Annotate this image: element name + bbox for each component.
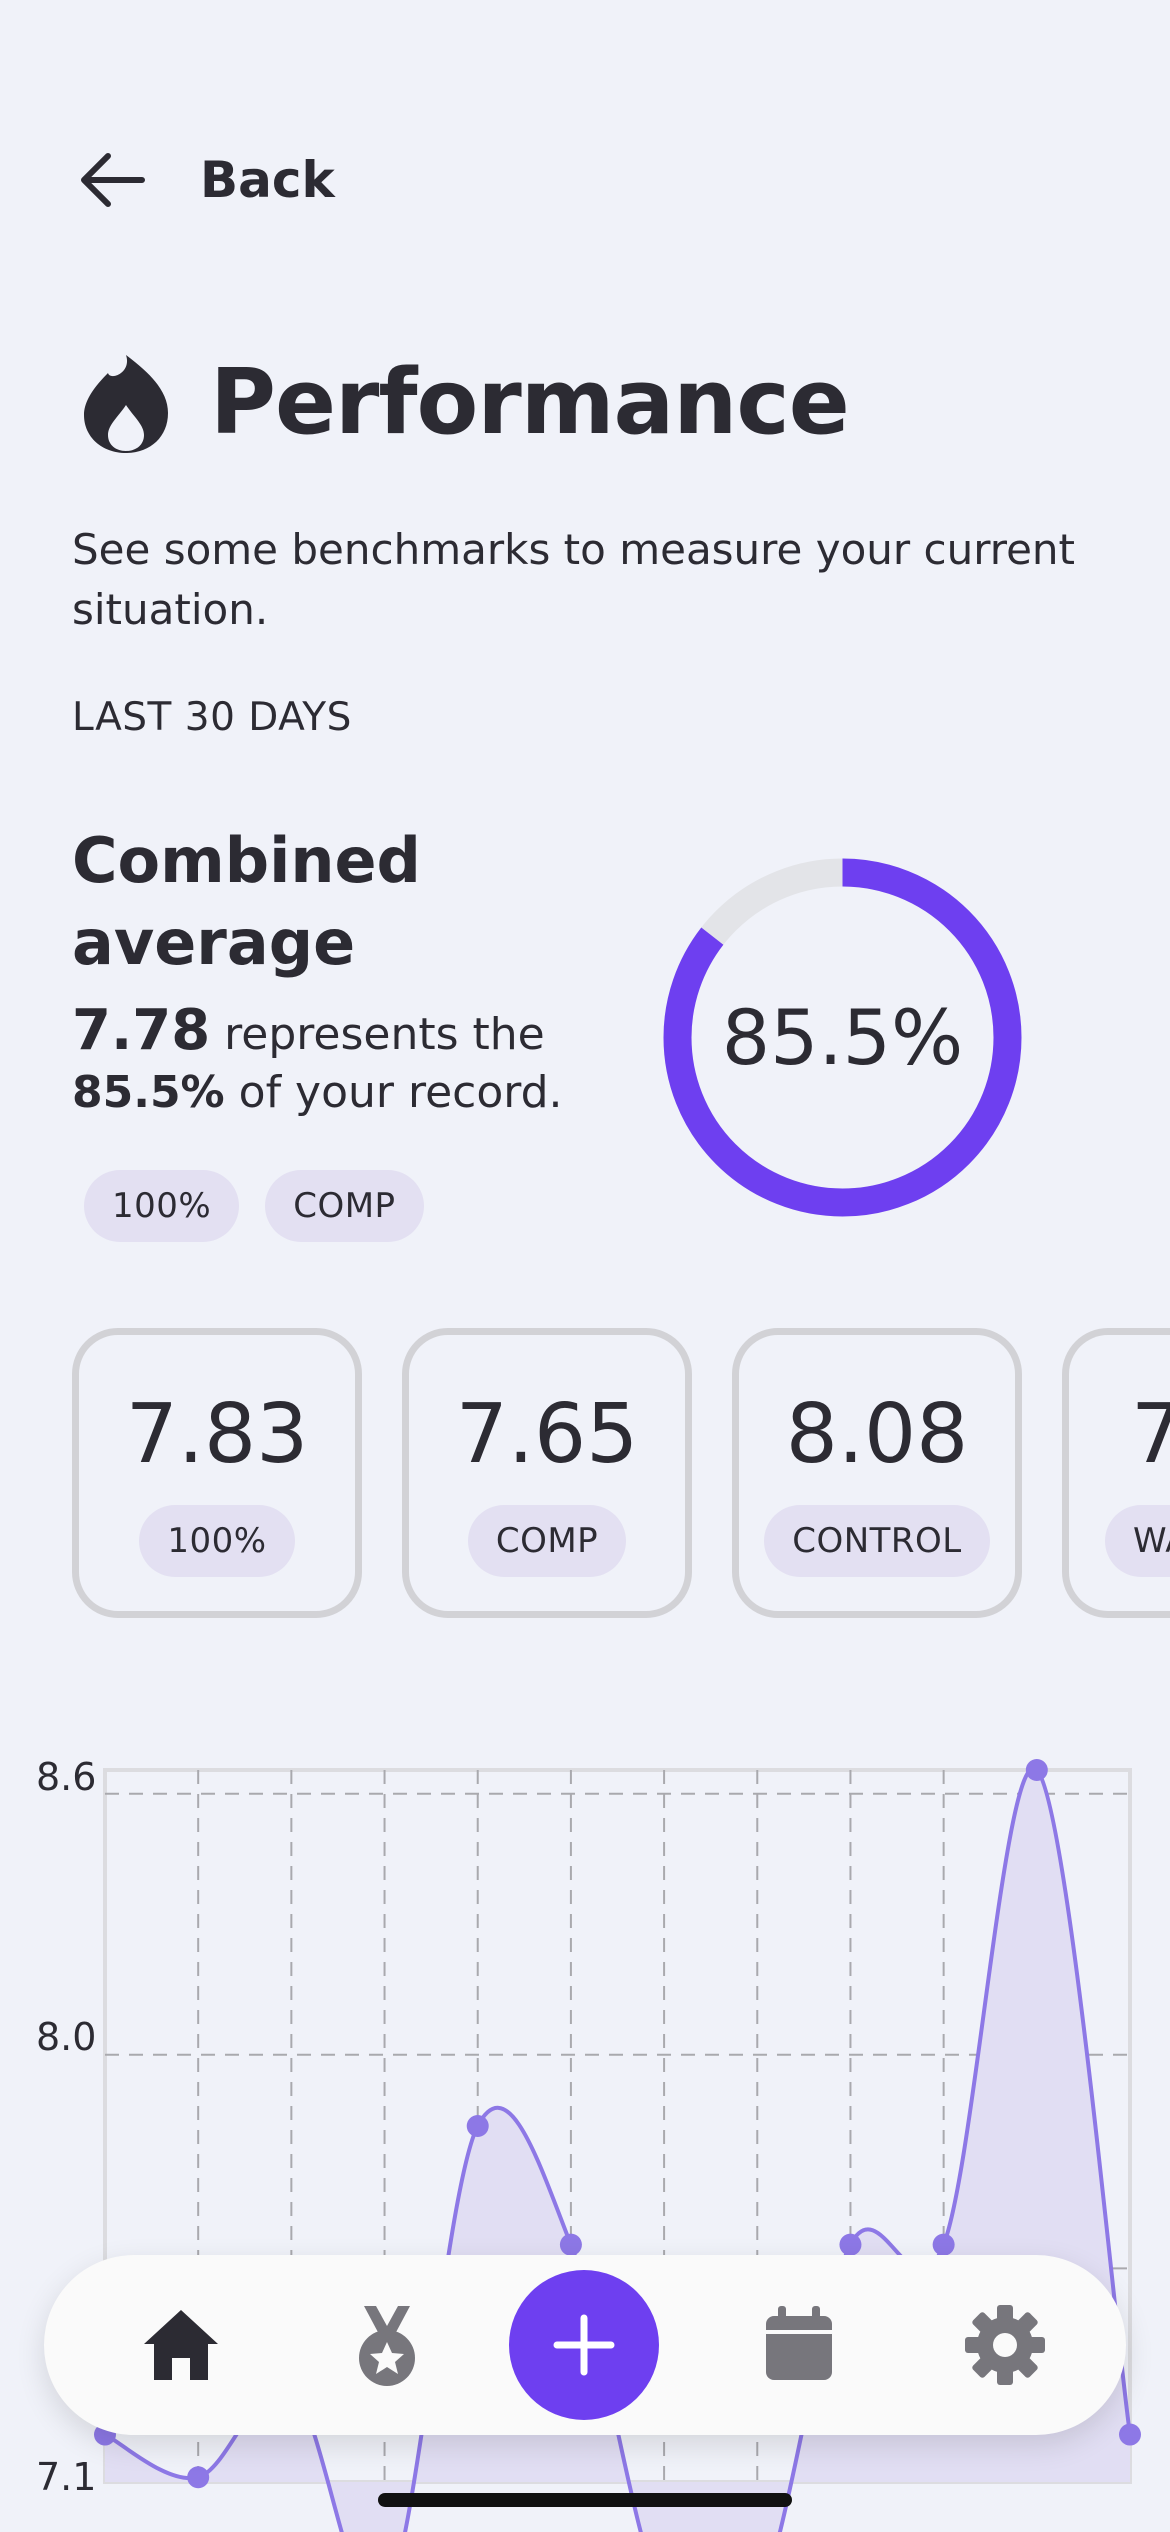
description-text-2: of your record.: [224, 1067, 563, 1118]
combined-average-heading: Combined average: [72, 824, 421, 979]
donut-progress: [663, 858, 1022, 1217]
stat-card-control[interactable]: 8.08 CONTROL: [732, 1328, 1022, 1618]
chart-point: [1119, 2423, 1141, 2446]
chart-point: [839, 2233, 862, 2256]
stat-card-label: CONTROL: [764, 1505, 990, 1577]
chart-point: [559, 2233, 582, 2256]
chip-comp[interactable]: COMP: [265, 1170, 424, 1242]
stat-card-comp[interactable]: 7.65 COMP: [402, 1328, 692, 1618]
chart-point: [466, 2115, 489, 2137]
plus-icon: [553, 2314, 615, 2376]
period-label: LAST 30 DAYS: [72, 695, 352, 740]
add-button[interactable]: [509, 2270, 659, 2420]
combined-percent: 85.5%: [72, 1067, 225, 1118]
chart-point: [1025, 1759, 1048, 1781]
page-subtitle: See some benchmarks to measure your curr…: [72, 525, 1076, 634]
stat-card-label: WA: [1105, 1505, 1170, 1577]
home-icon[interactable]: [136, 2300, 226, 2390]
donut-chart: [663, 858, 1022, 1217]
stat-card-value: 7.65: [455, 1387, 639, 1482]
page-title-row: Performance: [80, 350, 850, 455]
stat-card-value: 7.83: [125, 1387, 309, 1482]
page-title: Performance: [210, 350, 850, 455]
y-tick-label: 8.0: [36, 2015, 97, 2059]
back-label: Back: [200, 151, 335, 209]
y-tick-label: 7.1: [36, 2455, 97, 2499]
description-text-1: represents the: [210, 1009, 545, 1060]
flame-icon: [84, 354, 168, 453]
gear-icon[interactable]: [960, 2300, 1050, 2390]
combined-average-description: 7.78 represents the 85.5% of your record…: [72, 1002, 632, 1122]
bottom-nav: [44, 2255, 1126, 2435]
y-tick-label: 8.6: [36, 1755, 97, 1799]
calendar-icon[interactable]: [754, 2300, 844, 2390]
stat-card-label: COMP: [467, 1505, 627, 1577]
combined-average-value: 7.78: [72, 998, 211, 1063]
chip-100[interactable]: 100%: [84, 1170, 240, 1242]
combined-chips: 100% COMP: [84, 1170, 424, 1242]
stat-card-label: 100%: [139, 1505, 295, 1577]
back-button[interactable]: Back: [72, 140, 335, 220]
stat-card-value: 7: [1131, 1385, 1170, 1485]
donut-label: 85.5%: [721, 993, 964, 1082]
chart-point: [932, 2233, 955, 2256]
stat-card-value: 8.08: [785, 1387, 969, 1482]
stat-card-100[interactable]: 7.83 100%: [72, 1328, 362, 1618]
medal-icon[interactable]: [342, 2300, 432, 2390]
chart-line: [104, 1766, 1132, 2532]
chart-point: [187, 2466, 210, 2489]
arrow-left-icon: [81, 153, 145, 207]
home-indicator: [378, 2493, 792, 2507]
stat-card-partial[interactable]: 7 WA: [1062, 1328, 1170, 1618]
